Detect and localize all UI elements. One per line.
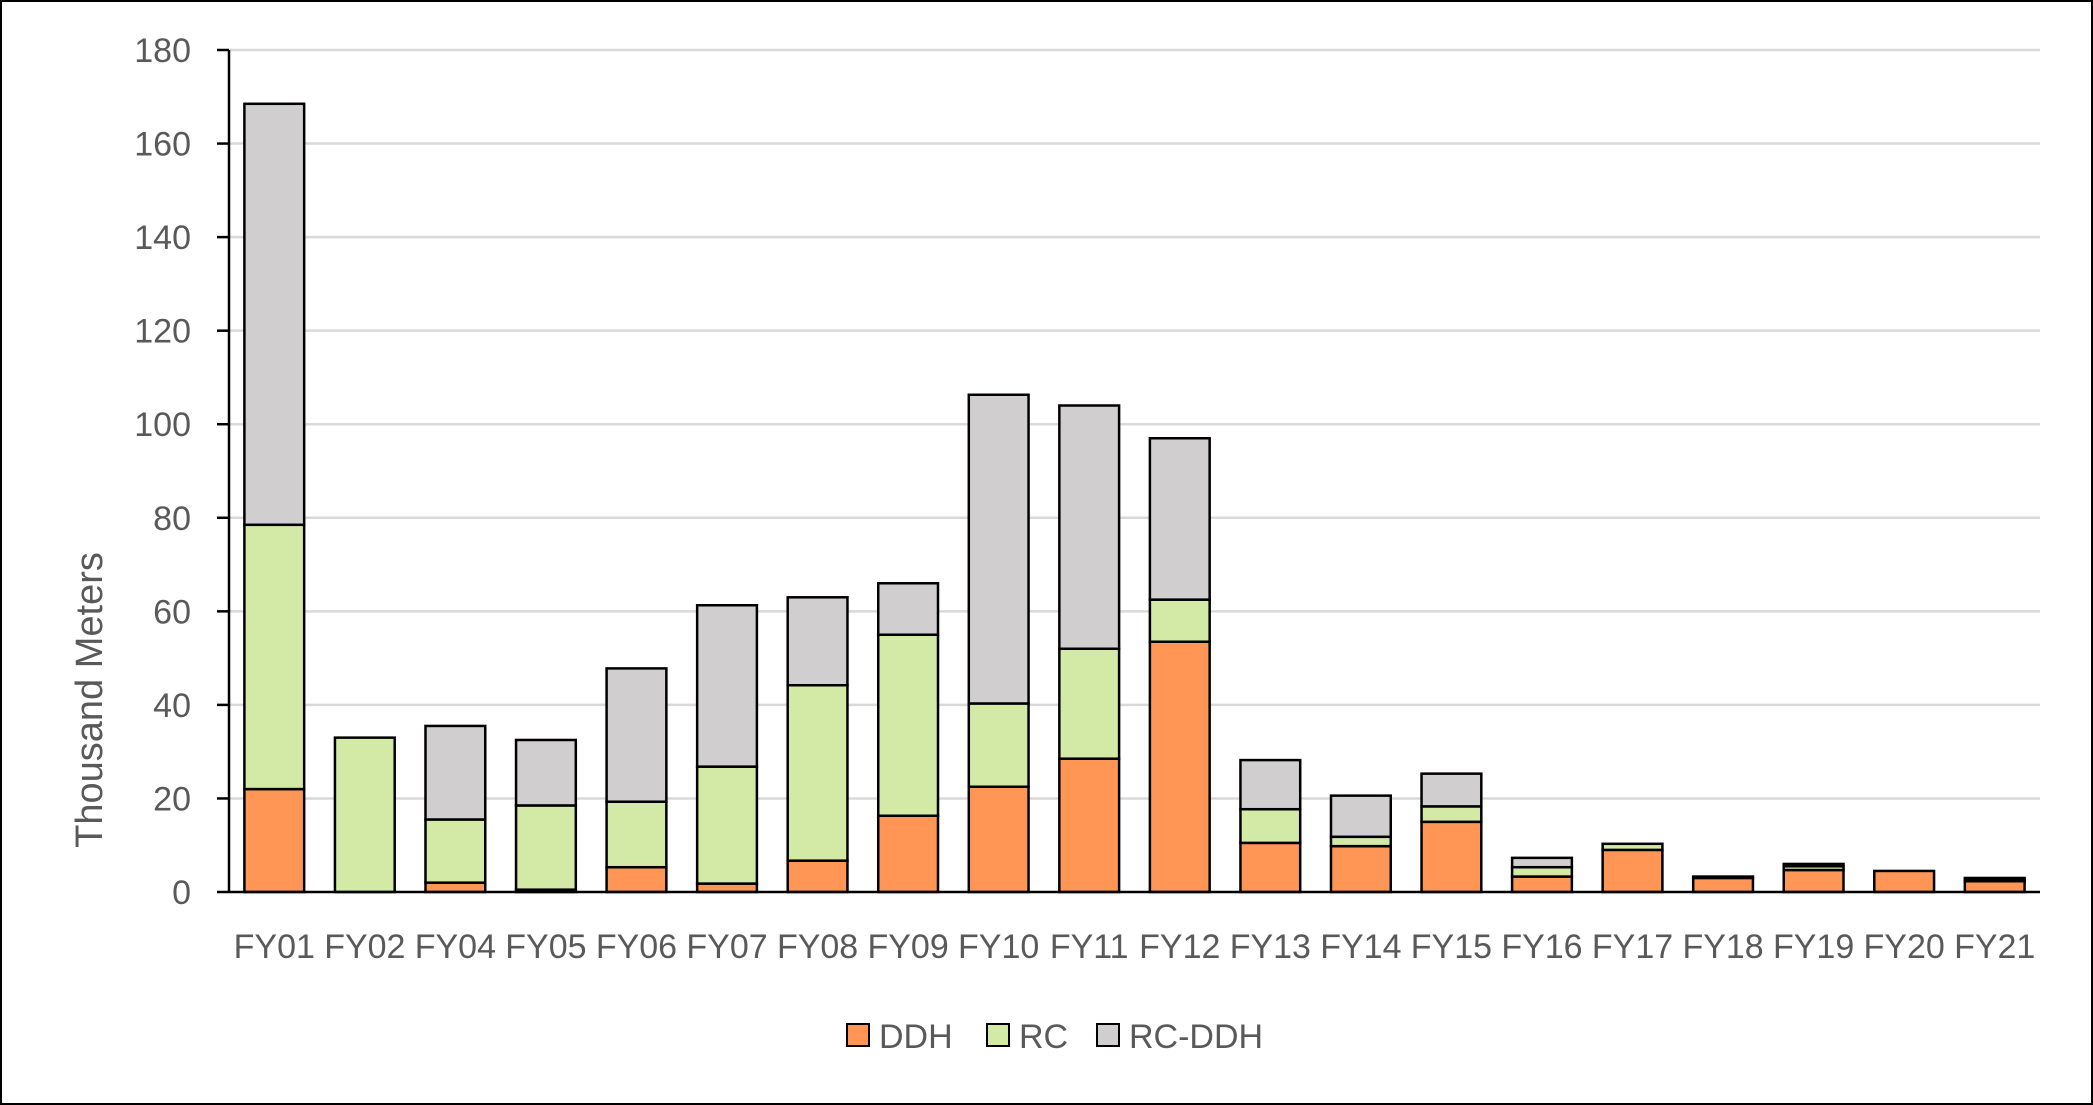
legend-swatch-rc-ddh (1096, 1023, 1120, 1047)
y-tick-label: 140 (134, 219, 191, 257)
bar-segment-rc-ddh-fy12 (1148, 437, 1211, 601)
bar-segment-rc-ddh-fy16 (1510, 856, 1574, 869)
legend: DDH RC RC-DDH (846, 1018, 1263, 1056)
x-category-label: FY19 (1773, 928, 1854, 966)
bar-segment-rc-ddh-fy11 (1058, 404, 1121, 651)
bar-segment-ddh-fy07 (695, 882, 759, 894)
bar-segment-rc-fy15 (1420, 805, 1483, 824)
y-tick-label: 20 (153, 780, 191, 818)
bar-segment-ddh-fy10 (967, 785, 1030, 894)
x-category-label: FY15 (1411, 928, 1492, 966)
bar-segment-ddh-fy01 (243, 787, 306, 894)
y-tick-label: 60 (153, 593, 191, 631)
bar-segment-rc-fy04 (424, 818, 487, 884)
bar-segment-ddh-fy21 (1963, 879, 2026, 894)
x-category-label: FY08 (777, 928, 858, 966)
bar-segment-rc-ddh-fy10 (967, 393, 1030, 705)
bar-segment-rc-ddh-fy13 (1239, 758, 1302, 811)
x-category-label: FY13 (1230, 928, 1311, 966)
bar-segment-ddh-fy16 (1510, 875, 1574, 894)
legend-swatch-ddh (846, 1023, 870, 1047)
y-tick-label: 0 (172, 874, 191, 912)
bar-segment-rc-ddh-fy06 (605, 667, 668, 803)
bar-segment-rc-fy10 (967, 702, 1030, 788)
bar-segment-ddh-fy13 (1239, 841, 1302, 894)
x-category-label: FY09 (867, 928, 948, 966)
bar-segment-ddh-fy11 (1058, 757, 1121, 894)
bars (243, 102, 2026, 894)
bar-segment-rc-fy14 (1329, 835, 1393, 848)
y-tick-labels: 0 20 40 60 80 100 120 140 160 180 (134, 32, 191, 912)
bar-segment-ddh-fy14 (1329, 844, 1393, 894)
x-category-label: FY21 (1954, 928, 2035, 966)
x-category-label: FY05 (505, 928, 586, 966)
bar-segment-rc-fy11 (1058, 647, 1121, 760)
x-category-labels: FY01 FY02 FY04 FY05 FY06 FY07 FY08 FY09 FY10 FY11… (234, 928, 2036, 966)
legend-swatch-rc (986, 1023, 1010, 1047)
bar-segment-ddh-fy17 (1601, 848, 1664, 894)
x-category-label: FY20 (1864, 928, 1945, 966)
bar-segment-rc-fy06 (605, 800, 668, 869)
bar-segment-rc-fy09 (876, 633, 940, 818)
bar-segment-rc-ddh-fy14 (1329, 794, 1393, 839)
bar-segment-ddh-fy08 (786, 859, 849, 894)
x-category-label: FY18 (1682, 928, 1763, 966)
bar-segment-rc-ddh-fy01 (243, 102, 306, 527)
bar-segment-rc-ddh-fy09 (876, 582, 940, 636)
x-category-label: FY01 (234, 928, 315, 966)
y-tick-label: 180 (134, 32, 191, 70)
x-category-label: FY02 (324, 928, 405, 966)
bar-segment-ddh-fy15 (1420, 820, 1483, 894)
y-tick-label: 80 (153, 500, 191, 538)
x-category-label: FY16 (1501, 928, 1582, 966)
y-axis-title: Thousand Meters (69, 552, 111, 848)
bar-segment-ddh-fy12 (1148, 640, 1211, 894)
x-category-label: FY04 (415, 928, 496, 966)
x-category-label: FY07 (686, 928, 767, 966)
bar-segment-rc-ddh-fy19 (1782, 862, 1845, 868)
bar-segment-rc-ddh-fy15 (1420, 772, 1483, 808)
bar-segment-rc-ddh-fy21 (1963, 876, 2026, 882)
bar-segment-rc-fy07 (695, 765, 759, 885)
bar-segment-ddh-fy06 (605, 865, 668, 894)
bar-segment-ddh-fy20 (1873, 869, 1936, 894)
bar-segment-rc-fy08 (786, 683, 849, 862)
bar-segment-ddh-fy09 (876, 814, 940, 894)
bar-segment-ddh-fy18 (1691, 876, 1755, 894)
y-tick-label: 160 (134, 126, 191, 164)
bar-segment-rc-fy16 (1510, 865, 1574, 878)
bar-segment-rc-fy02 (333, 736, 396, 894)
legend-label-rc: RC (1019, 1018, 1068, 1056)
bar-segment-ddh-fy04 (424, 881, 487, 894)
bar-segment-ddh-fy19 (1782, 868, 1845, 894)
legend-label-rc-ddh: RC-DDH (1129, 1018, 1263, 1056)
bar-segment-rc-ddh-fy04 (424, 724, 487, 821)
x-category-label: FY11 (1050, 928, 1129, 966)
x-category-label: FY14 (1320, 928, 1401, 966)
legend-label-ddh: DDH (879, 1018, 953, 1056)
bar-segment-rc-fy13 (1239, 807, 1302, 845)
bar-segment-rc-fy01 (243, 523, 306, 791)
bar-segment-rc-fy17 (1601, 842, 1664, 852)
bar-segment-rc-fy12 (1148, 598, 1211, 643)
x-category-label: FY06 (596, 928, 677, 966)
y-tick-label: 100 (134, 406, 191, 444)
x-category-label: FY17 (1592, 928, 1673, 966)
bar-segment-rc-fy05 (514, 804, 578, 891)
grid-lines (217, 48, 2040, 894)
axes (227, 50, 2040, 894)
bar-segment-rc-ddh-fy07 (695, 604, 759, 768)
y-tick-label: 40 (153, 687, 191, 725)
bar-segment-rc-ddh-fy08 (786, 596, 849, 687)
bar-segment-rc-fy18 (1691, 875, 1755, 880)
x-category-label: FY12 (1139, 928, 1220, 966)
y-tick-label: 120 (134, 313, 191, 351)
bar-segment-rc-ddh-fy05 (514, 738, 578, 807)
x-category-label: FY10 (958, 928, 1039, 966)
